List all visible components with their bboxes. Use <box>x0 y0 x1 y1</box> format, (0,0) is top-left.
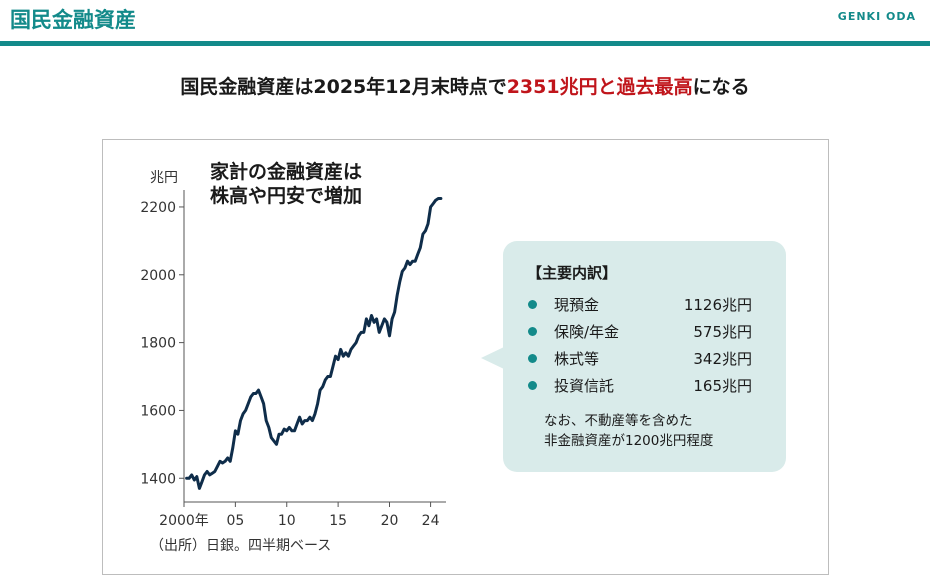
breakdown-label: 株式等 <box>554 350 600 368</box>
y-tick-label: 1800 <box>140 336 176 352</box>
headline-highlight: 2351兆円と過去最高 <box>506 76 693 98</box>
bullet-icon <box>528 381 537 390</box>
breakdown-callout <box>503 241 786 472</box>
chart-title-line1: 家計の金融資産は <box>210 160 362 183</box>
y-tick-label: 2000 <box>140 268 176 284</box>
author-label: GENKI ODA <box>837 10 916 23</box>
breakdown-item: 現預金 1126兆円 <box>528 294 752 316</box>
chart-title-line2: 株高や円安で増加 <box>210 184 362 207</box>
headline-suffix: になる <box>692 76 750 98</box>
x-tick-label: 20 <box>381 513 399 529</box>
breakdown-amount: 342兆円 <box>693 350 752 368</box>
y-axis-unit-label: 兆円 <box>150 170 178 186</box>
breakdown-label: 保険/年金 <box>554 323 620 341</box>
y-tick-label: 2200 <box>140 200 176 216</box>
callout-note-line1: なお、不動産等を含めた <box>544 413 693 429</box>
x-tick-label: 15 <box>329 513 347 529</box>
bullet-icon <box>528 327 537 336</box>
breakdown-item: 投資信託 165兆円 <box>528 375 752 397</box>
breakdown-amount: 1126兆円 <box>683 296 752 314</box>
breakdown-amount: 575兆円 <box>693 323 752 341</box>
callout-pointer <box>481 347 504 369</box>
breakdown-item: 株式等 342兆円 <box>528 348 752 370</box>
y-tick-label: 1600 <box>140 403 176 419</box>
y-tick-label: 1400 <box>140 471 176 487</box>
source-note: （出所）日銀。四半期ベース <box>150 538 331 554</box>
header-bar: 国民金融資産 GENKI ODA <box>0 0 930 46</box>
page-title: 国民金融資産 <box>10 8 136 32</box>
bullet-icon <box>528 354 537 363</box>
x-tick-label: 2000年 <box>159 513 209 529</box>
breakdown-label: 投資信託 <box>554 377 615 395</box>
figure-frame <box>102 139 829 575</box>
callout-note-line2: 非金融資産が1200兆円程度 <box>544 433 714 449</box>
x-tick-label: 24 <box>422 513 440 529</box>
callout-heading: 【主要内訳】 <box>527 264 618 282</box>
x-tick-label: 10 <box>278 513 296 529</box>
financial-assets-line <box>185 197 443 490</box>
headline-prefix: 国民金融資産は2025年12月末時点で <box>180 76 507 98</box>
headline: 国民金融資産は2025年12月末時点で2351兆円と過去最高になる <box>0 72 930 99</box>
breakdown-item: 保険/年金 575兆円 <box>528 321 752 343</box>
header-divider <box>0 41 930 46</box>
x-tick-label: 05 <box>226 513 244 529</box>
breakdown-amount: 165兆円 <box>693 377 752 395</box>
asset-line-chart: 家計の金融資産は 株高や円安で増加 兆円 1400 1600 1800 2000 220… <box>103 140 463 572</box>
chart-background <box>103 140 463 572</box>
breakdown-label: 現預金 <box>554 296 600 314</box>
bullet-icon <box>528 300 537 309</box>
